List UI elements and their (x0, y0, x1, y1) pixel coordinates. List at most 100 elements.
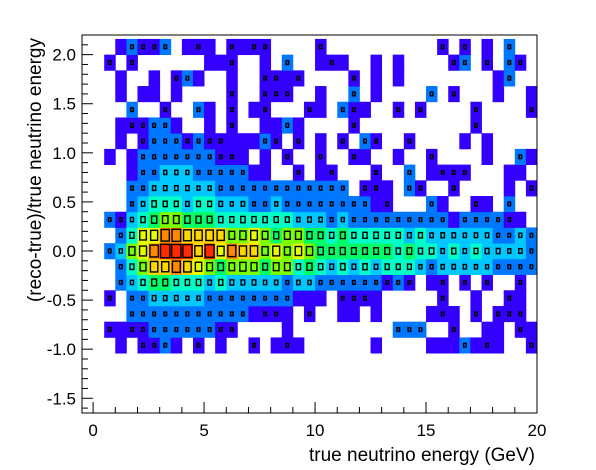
heatmap-cell (370, 70, 383, 87)
heatmap-cell (270, 133, 283, 150)
box-marker (473, 107, 478, 113)
box-marker (162, 294, 168, 302)
heatmap-cell (115, 258, 127, 275)
box-marker (507, 248, 512, 254)
heatmap-cell (292, 117, 305, 134)
heatmap-cell (148, 70, 161, 87)
box-marker (152, 326, 157, 333)
heatmap-cell (403, 227, 416, 244)
box-marker (152, 154, 157, 160)
heatmap-cell (337, 227, 349, 244)
box-marker (251, 185, 257, 191)
box-marker (263, 44, 268, 50)
y-tick-label: 1.5 (52, 95, 76, 114)
heatmap-cell (159, 133, 172, 150)
heatmap-cell (470, 290, 482, 307)
heatmap-cell (181, 211, 194, 228)
box-marker (318, 201, 323, 207)
heatmap-cell (170, 86, 183, 103)
heatmap-cell (181, 243, 194, 260)
heatmap-cell (359, 258, 371, 275)
heatmap-cell (137, 227, 149, 244)
heatmap-cell (137, 258, 149, 275)
heatmap-cell (503, 227, 516, 244)
box-marker (362, 262, 368, 271)
box-marker (185, 185, 190, 192)
heatmap-cell (337, 54, 349, 71)
heatmap-cell (492, 70, 505, 87)
heatmap-cell (159, 274, 172, 291)
heatmap-cell (514, 305, 527, 323)
box-marker (340, 138, 345, 144)
heatmap-cell (503, 258, 516, 275)
box-marker (250, 261, 258, 272)
heatmap-cell (270, 290, 283, 307)
box-marker (285, 279, 290, 285)
box-marker (473, 232, 479, 239)
box-marker (328, 231, 335, 239)
heatmap-cell (503, 70, 516, 87)
box-marker (317, 246, 324, 256)
heatmap-cell (192, 180, 205, 197)
heatmap-cell (215, 243, 227, 260)
box-marker (141, 154, 146, 160)
heatmap-cell (148, 274, 161, 291)
box-marker (462, 247, 468, 255)
box-marker (160, 260, 170, 273)
box-marker (395, 263, 401, 271)
box-marker (440, 169, 445, 176)
box-marker (351, 295, 356, 301)
box-marker (207, 154, 212, 160)
box-marker (518, 279, 523, 285)
heatmap-cell (259, 290, 272, 307)
box-marker (227, 244, 237, 258)
box-marker (217, 215, 224, 224)
box-marker (152, 138, 157, 144)
heatmap-cell (137, 117, 149, 134)
heatmap-cell (525, 86, 538, 103)
heatmap-cell (248, 211, 260, 228)
heatmap-cell (370, 243, 383, 260)
heatmap-cell (170, 274, 183, 291)
box-marker (194, 229, 203, 242)
box-marker (218, 185, 223, 191)
box-marker (263, 75, 268, 81)
heatmap-cell (192, 148, 205, 165)
heatmap-cell (459, 38, 471, 56)
heatmap-cell (159, 148, 172, 165)
heatmap-cell (437, 164, 449, 181)
box-marker (163, 169, 168, 176)
y-tick-label: 1.0 (52, 144, 76, 163)
y-axis-title: (reco-true)/true neutrino energy (25, 38, 46, 303)
box-marker (173, 278, 180, 287)
heatmap-cell (514, 321, 527, 338)
heatmap-cell (303, 101, 316, 118)
box-marker (385, 279, 390, 285)
box-marker (296, 279, 301, 286)
box-marker (529, 185, 534, 191)
box-marker (228, 262, 236, 272)
heatmap-cell (204, 274, 216, 291)
heatmap-cell (448, 243, 460, 260)
box-marker (162, 200, 168, 208)
heatmap-cell (381, 243, 394, 260)
heatmap-cell (104, 243, 116, 260)
heatmap-cell (403, 321, 416, 338)
heatmap-cell (104, 148, 116, 165)
heatmap-cell (248, 133, 260, 150)
heatmap-cell (403, 133, 416, 150)
heatmap-cell (215, 337, 227, 354)
box-marker (229, 122, 234, 128)
box-marker (152, 311, 157, 317)
box-marker (339, 262, 346, 271)
heatmap-cell (337, 305, 349, 323)
heatmap-cell (370, 54, 383, 71)
heatmap-cell (159, 117, 172, 134)
heatmap-cell (470, 101, 482, 118)
heatmap-cell (259, 70, 272, 87)
box-marker (507, 232, 512, 238)
heatmap-cell (292, 211, 305, 228)
box-marker (340, 295, 345, 301)
heatmap-cell (215, 227, 227, 244)
box-marker (462, 217, 467, 223)
